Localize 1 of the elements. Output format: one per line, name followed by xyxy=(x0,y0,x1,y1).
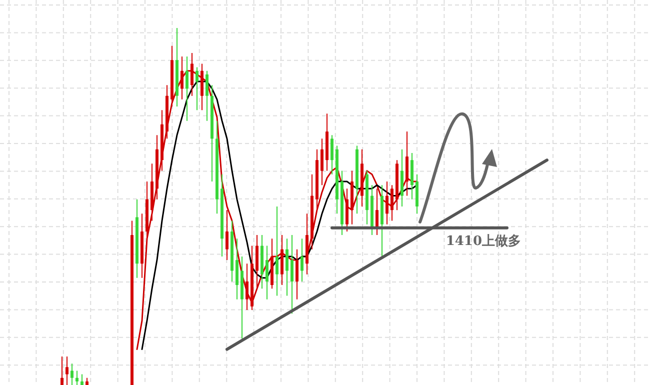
annotation: 1410上做多 xyxy=(446,234,521,249)
